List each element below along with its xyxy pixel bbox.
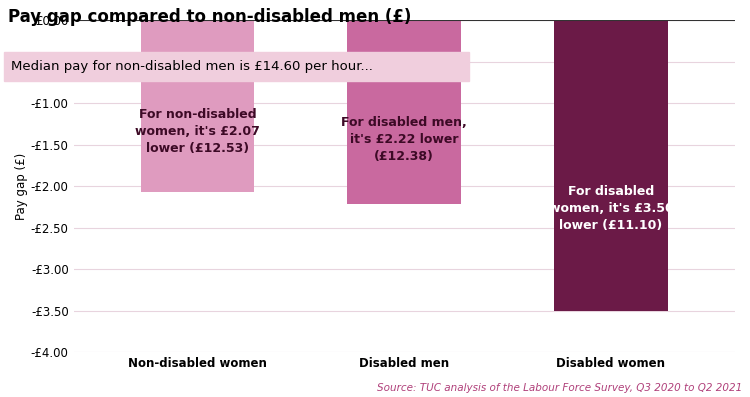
Text: Pay gap compared to non-disabled men (£): Pay gap compared to non-disabled men (£)	[8, 8, 411, 26]
Bar	[347, 20, 461, 204]
Text: For non-disabled
women, it's £2.07
lower (£12.53): For non-disabled women, it's £2.07 lower…	[135, 108, 260, 155]
Y-axis label: Pay gap (£): Pay gap (£)	[15, 152, 28, 220]
Bar	[141, 20, 254, 192]
Text: Source: TUC analysis of the Labour Force Survey, Q3 2020 to Q2 2021: Source: TUC analysis of the Labour Force…	[377, 383, 742, 393]
Bar	[554, 20, 668, 311]
Text: For disabled men,
it's £2.22 lower
(£12.38): For disabled men, it's £2.22 lower (£12.…	[341, 116, 467, 163]
Text: Median pay for non-disabled men is £14.60 per hour...: Median pay for non-disabled men is £14.6…	[11, 60, 374, 73]
Text: For disabled
women, it's £3.50
lower (£11.10): For disabled women, it's £3.50 lower (£1…	[548, 185, 674, 233]
